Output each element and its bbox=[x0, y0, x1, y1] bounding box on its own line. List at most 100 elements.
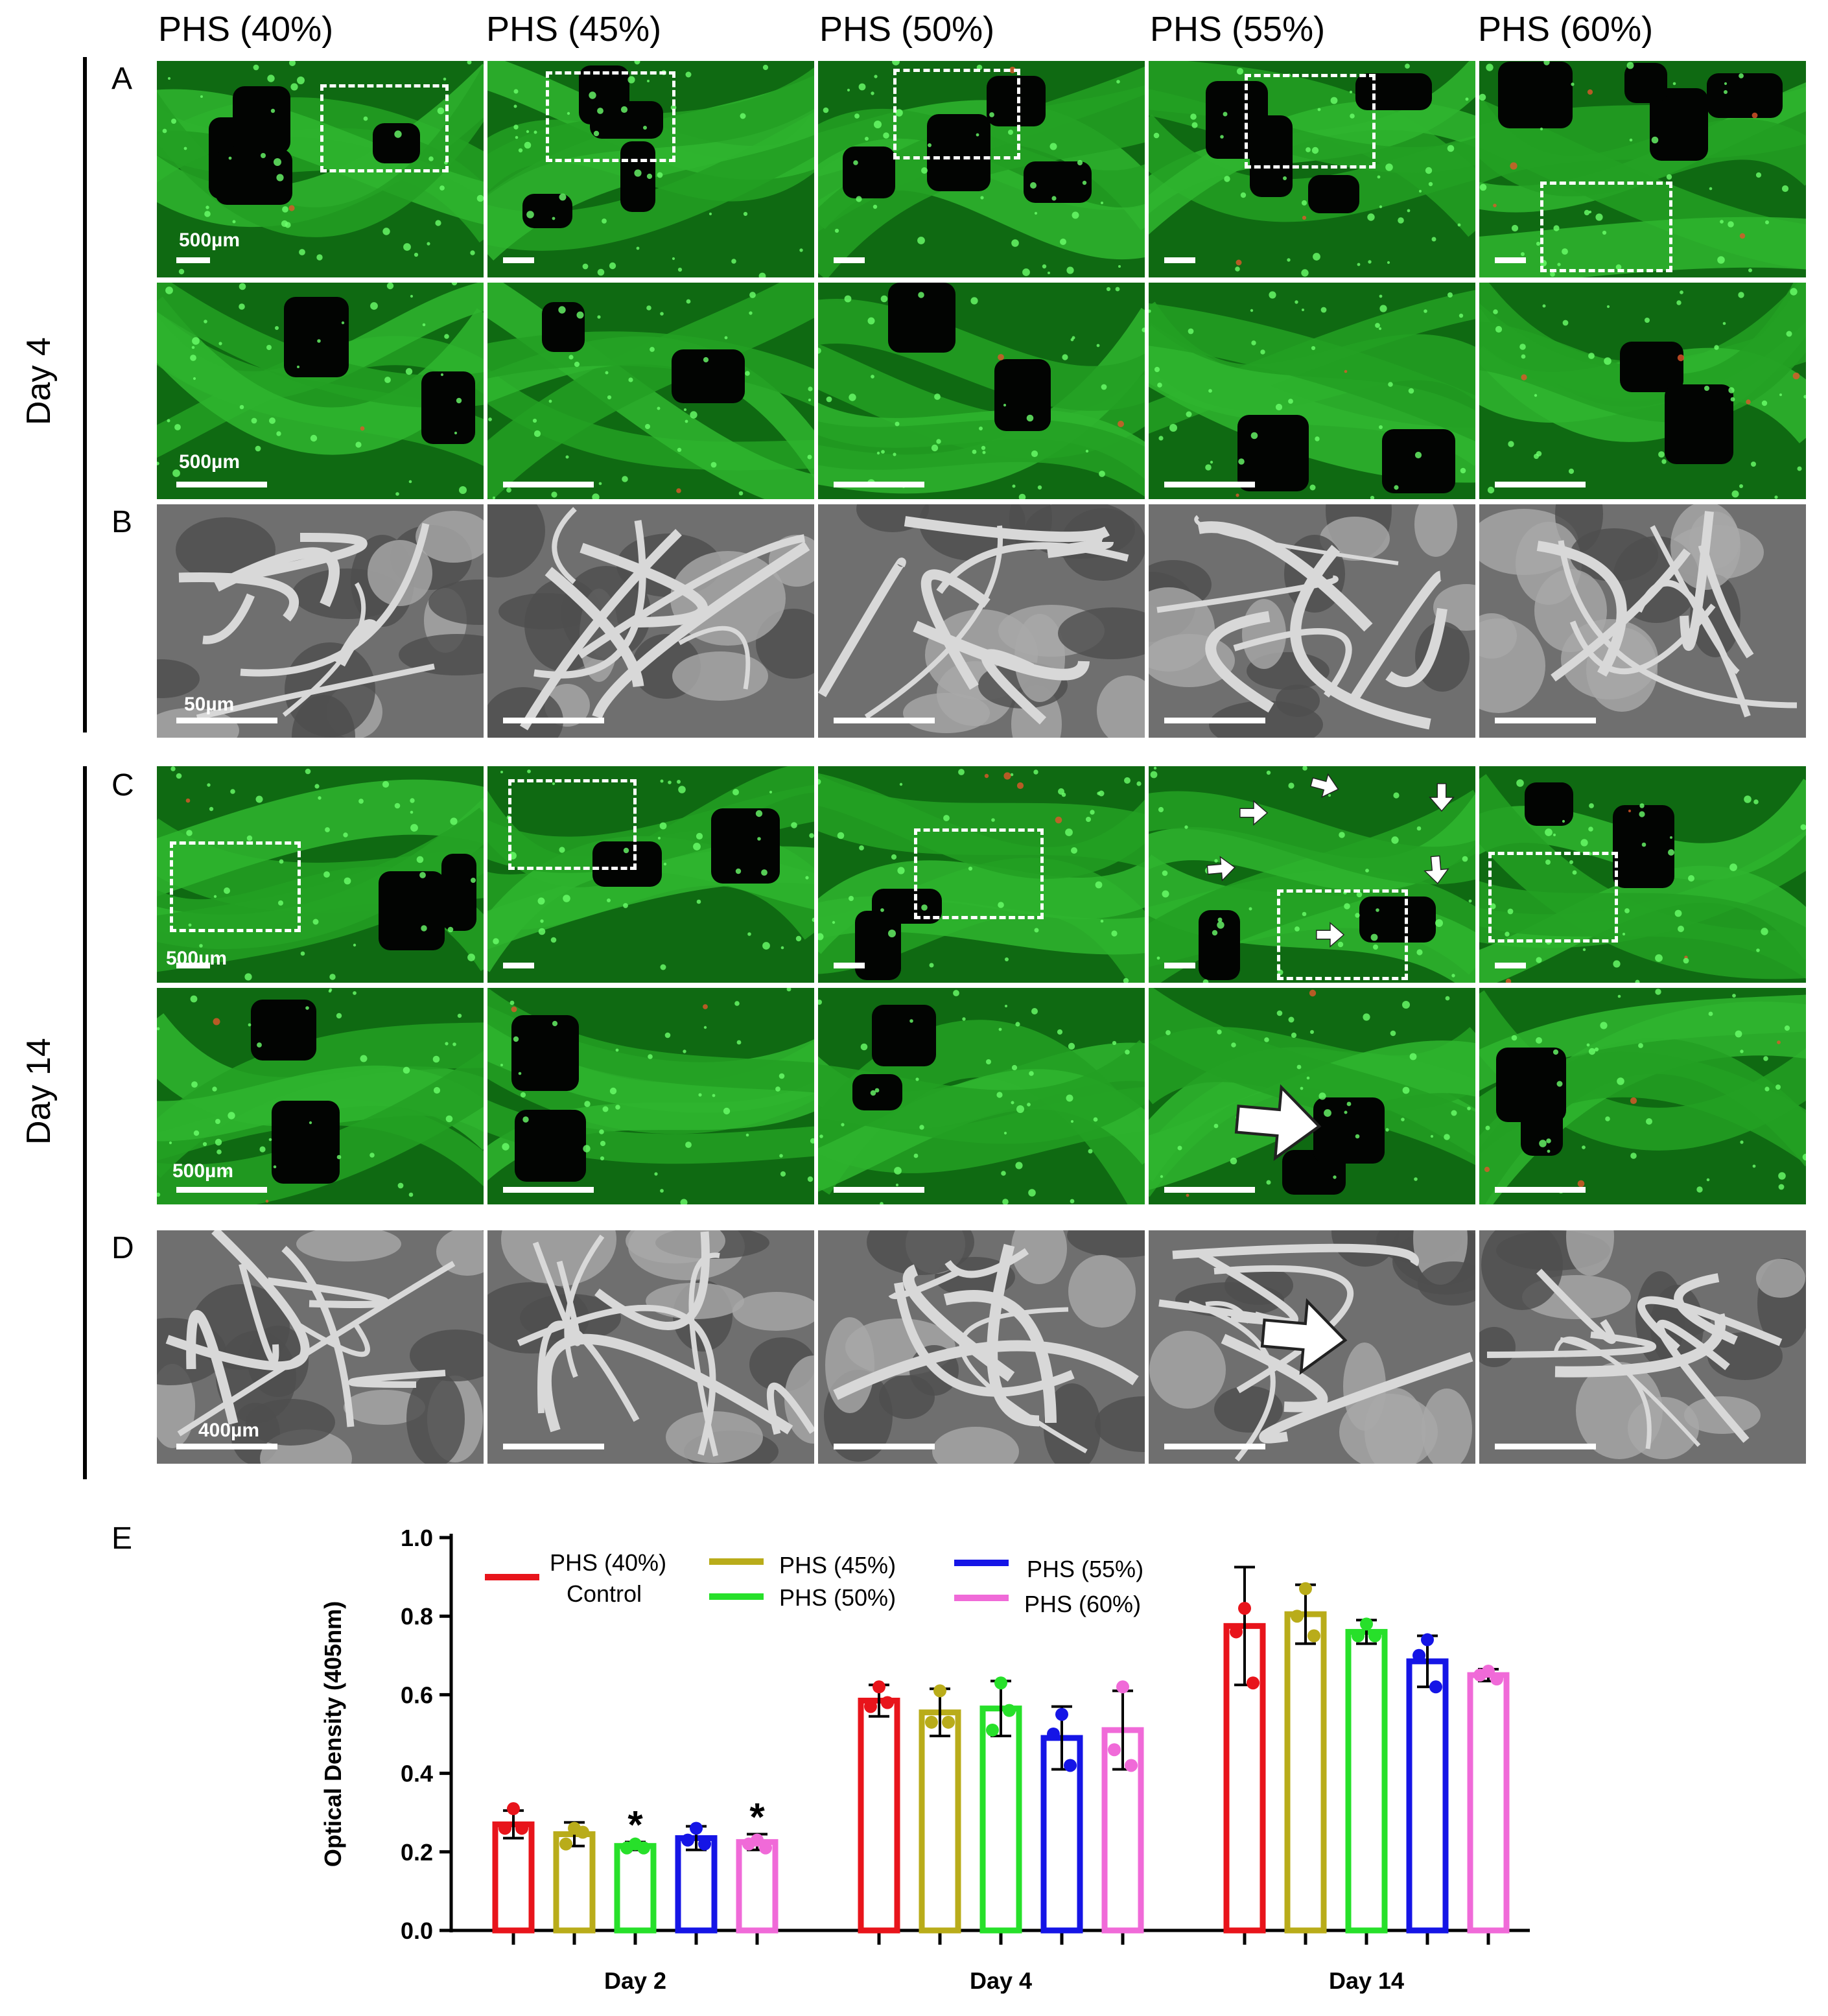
roi-box bbox=[1277, 889, 1408, 980]
y-tick-label: 0.6 bbox=[401, 1682, 433, 1708]
data-point bbox=[1291, 1610, 1304, 1623]
day4-bracket bbox=[83, 57, 87, 733]
arrow-icon bbox=[1424, 855, 1449, 885]
scale-label-a-top: 500µm bbox=[179, 229, 240, 251]
roi-box bbox=[1540, 182, 1672, 272]
bar-day-4-2 bbox=[919, 1709, 961, 1934]
scale-bar bbox=[1164, 257, 1195, 263]
legend-label-phs60: PHS (60%) bbox=[1024, 1591, 1142, 1617]
optical-density-chart: 0.0 0.2 0.4 0.6 0.8 1.0 Optical Density (405nm… bbox=[320, 1525, 1530, 1994]
micrograph-c-top-col2 bbox=[487, 766, 814, 983]
scale-bar bbox=[176, 482, 267, 487]
x-category-label: Day 14 bbox=[1329, 1967, 1404, 1994]
scale-bar bbox=[834, 718, 935, 723]
data-point bbox=[1116, 1680, 1129, 1694]
y-tick-label: 0.2 bbox=[401, 1839, 433, 1866]
micrograph-d-col3 bbox=[818, 1230, 1145, 1464]
data-point bbox=[1247, 1676, 1260, 1690]
bar-day-14-5 bbox=[1467, 1672, 1510, 1934]
micrograph-c-zoom-col1 bbox=[157, 988, 484, 1204]
micrograph-a-zoom-col1 bbox=[157, 283, 484, 499]
micrograph-c-top-col5 bbox=[1479, 766, 1806, 983]
scale-bar bbox=[1164, 1187, 1255, 1193]
bar-day-2-5 bbox=[736, 1839, 779, 1934]
data-point bbox=[1108, 1743, 1121, 1757]
y-tick-label: 1.0 bbox=[401, 1525, 433, 1551]
scale-bar bbox=[834, 1187, 924, 1193]
micrograph-a-top-col4 bbox=[1149, 61, 1475, 277]
scale-label-c-top: 500µm bbox=[166, 948, 228, 969]
legend-swatch-phs40 bbox=[485, 1574, 539, 1580]
legend-label-control: Control bbox=[567, 1580, 642, 1607]
data-point bbox=[1429, 1680, 1442, 1694]
data-point bbox=[637, 1841, 650, 1855]
data-point bbox=[515, 1822, 528, 1835]
scale-label-d: 400µm bbox=[198, 1420, 260, 1441]
micrograph-d-col1 bbox=[157, 1230, 484, 1464]
roi-box bbox=[170, 841, 301, 932]
micrograph-b-col4 bbox=[1149, 504, 1475, 738]
scale-bar bbox=[834, 257, 865, 263]
micrograph-a-top-col5 bbox=[1479, 61, 1806, 277]
data-point bbox=[498, 1822, 511, 1835]
scale-bar bbox=[1495, 718, 1596, 723]
roi-box bbox=[893, 69, 1020, 159]
x-category-label: Day 2 bbox=[604, 1967, 666, 1994]
legend-swatch-phs60 bbox=[954, 1595, 1009, 1601]
micrograph-c-zoom-col4 bbox=[1149, 988, 1475, 1204]
data-point bbox=[1368, 1629, 1381, 1643]
scale-bar bbox=[1164, 1444, 1265, 1449]
micrograph-c-top-col4 bbox=[1149, 766, 1475, 983]
scale-bar bbox=[1495, 963, 1526, 968]
roi-box bbox=[914, 828, 1044, 919]
micrograph-a-top-col2 bbox=[487, 61, 814, 277]
micrograph-b-col3 bbox=[818, 504, 1145, 738]
scale-bar bbox=[834, 963, 865, 968]
legend-swatch-phs50 bbox=[709, 1593, 764, 1600]
data-point bbox=[986, 1723, 999, 1737]
micrograph-d-col2 bbox=[487, 1230, 814, 1464]
scale-bar bbox=[176, 963, 210, 968]
significance-mark: * bbox=[749, 1796, 765, 1839]
bar-day-2-4 bbox=[675, 1835, 718, 1934]
roi-box bbox=[508, 779, 637, 870]
column-title-phs60: PHS (60%) bbox=[1478, 10, 1654, 49]
data-point bbox=[1230, 1625, 1243, 1639]
arrow-icon bbox=[1206, 856, 1236, 882]
scale-label-c-zoom: 500µm bbox=[172, 1160, 234, 1182]
micrograph-a-zoom-col5 bbox=[1479, 283, 1806, 499]
data-point bbox=[1003, 1704, 1016, 1717]
data-point bbox=[1412, 1648, 1425, 1662]
scale-bar bbox=[503, 482, 594, 487]
scale-bar bbox=[1495, 1187, 1586, 1193]
roi-box bbox=[546, 71, 675, 162]
micrograph-a-zoom-col4 bbox=[1149, 283, 1475, 499]
legend-swatch-phs55 bbox=[954, 1560, 1009, 1566]
scale-bar bbox=[1164, 963, 1195, 968]
data-point bbox=[759, 1841, 772, 1855]
data-point bbox=[933, 1684, 946, 1698]
legend-label-phs55: PHS (55%) bbox=[1027, 1556, 1144, 1582]
legend-label-phs50: PHS (50%) bbox=[779, 1584, 896, 1611]
scale-label-a-zoom: 500µm bbox=[179, 451, 240, 473]
arrow-icon bbox=[1260, 1298, 1348, 1376]
micrograph-c-zoom-col5 bbox=[1479, 988, 1806, 1204]
scale-bar bbox=[176, 1444, 277, 1449]
panel-letter-d: D bbox=[111, 1231, 134, 1265]
panel-letter-e: E bbox=[111, 1521, 133, 1556]
arrow-icon bbox=[1316, 922, 1345, 948]
micrograph-b-col5 bbox=[1479, 504, 1806, 738]
column-title-phs50: PHS (50%) bbox=[819, 10, 995, 49]
data-point bbox=[1047, 1728, 1060, 1741]
roi-box bbox=[1245, 74, 1376, 169]
data-point bbox=[507, 1802, 520, 1816]
scale-bar bbox=[176, 257, 210, 263]
micrograph-d-col5 bbox=[1479, 1230, 1806, 1464]
legend-label-phs45: PHS (45%) bbox=[779, 1552, 896, 1578]
data-point bbox=[1125, 1759, 1138, 1772]
data-point bbox=[925, 1715, 938, 1729]
data-point bbox=[690, 1822, 703, 1835]
scale-bar bbox=[503, 1444, 604, 1449]
arrow-icon bbox=[1239, 800, 1269, 826]
data-point bbox=[864, 1700, 877, 1713]
